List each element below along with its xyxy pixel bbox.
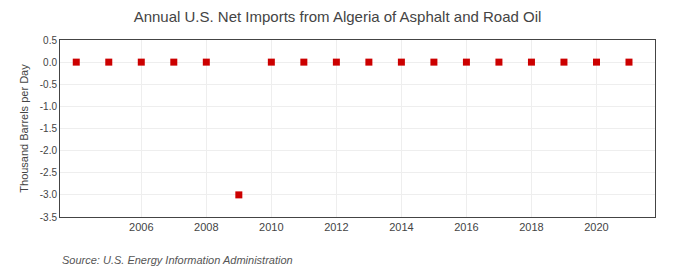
svg-text:2010: 2010 [259,221,283,233]
svg-text:0.5: 0.5 [43,35,57,46]
svg-text:Annual U.S. Net Imports from A: Annual U.S. Net Imports from Algeria of … [134,8,542,25]
svg-text:0.0: 0.0 [43,57,57,68]
svg-text:-0.5: -0.5 [40,79,58,90]
svg-text:-3.5: -3.5 [40,212,58,223]
svg-text:Source: U.S. Energy Informatio: Source: U.S. Energy Information Administ… [62,254,293,266]
svg-text:2008: 2008 [194,221,218,233]
svg-text:-1.0: -1.0 [40,101,58,112]
svg-text:-3.0: -3.0 [40,189,58,200]
svg-text:2018: 2018 [519,221,543,233]
svg-text:2020: 2020 [584,221,608,233]
svg-text:-2.5: -2.5 [40,167,58,178]
svg-text:2006: 2006 [129,221,153,233]
svg-text:2014: 2014 [389,221,413,233]
svg-text:2012: 2012 [324,221,348,233]
svg-text:2016: 2016 [454,221,478,233]
svg-text:-1.5: -1.5 [40,123,58,134]
svg-text:-2.0: -2.0 [40,145,58,156]
svg-text:Thousand Barrels per Day: Thousand Barrels per Day [18,64,30,193]
